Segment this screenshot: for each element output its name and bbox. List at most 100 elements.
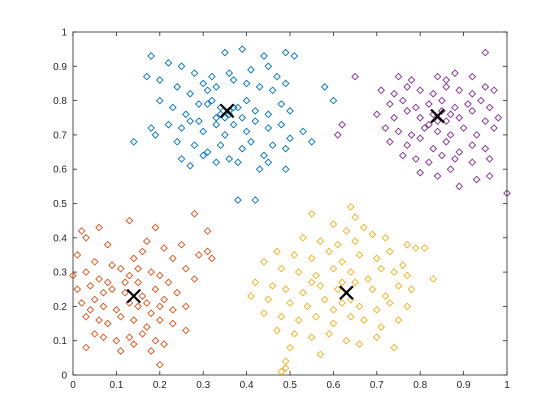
data-point (173, 83, 181, 91)
data-point (342, 336, 351, 345)
data-point (125, 271, 134, 280)
data-point (385, 247, 394, 256)
data-point (325, 247, 333, 256)
data-point (281, 285, 290, 294)
data-point (173, 137, 181, 146)
y-tick-label: 0.7 (53, 130, 67, 141)
data-point (264, 124, 273, 132)
data-point (333, 240, 342, 249)
data-point (468, 158, 477, 167)
data-point (134, 302, 142, 311)
data-point (234, 196, 242, 204)
data-point (290, 330, 299, 338)
data-point (464, 100, 472, 108)
x-tick-label: 0.6 (326, 380, 340, 391)
data-point (281, 165, 290, 174)
data-point (212, 120, 221, 129)
data-point (346, 268, 355, 276)
data-point (199, 151, 208, 160)
data-point (151, 285, 160, 294)
series-1 (69, 209, 216, 369)
data-point (294, 268, 303, 276)
y-tick-label: 0.5 (53, 199, 67, 210)
data-point (403, 302, 412, 311)
data-point (329, 319, 338, 328)
data-point (403, 107, 412, 115)
data-point (160, 295, 168, 304)
data-point (455, 182, 464, 191)
x-tick-label: 0.5 (283, 380, 297, 391)
data-point (381, 124, 390, 132)
y-tick-label: 0.1 (53, 336, 67, 347)
data-point (238, 45, 247, 53)
data-point (129, 137, 138, 146)
data-point (429, 275, 438, 283)
data-point (446, 110, 455, 119)
data-point (147, 268, 155, 276)
data-point (368, 230, 377, 239)
data-point (359, 223, 368, 232)
data-point (372, 254, 381, 263)
y-tick-label: 0.4 (53, 233, 67, 244)
data-point (307, 278, 316, 287)
data-point (155, 76, 164, 84)
data-point (129, 316, 138, 324)
data-point (134, 264, 142, 273)
data-point (281, 48, 290, 57)
data-point (247, 137, 255, 146)
data-point (82, 343, 90, 352)
data-point (290, 251, 299, 259)
data-point (294, 316, 303, 324)
data-point (277, 264, 286, 273)
data-point (481, 144, 490, 153)
data-point (403, 83, 412, 91)
data-point (377, 264, 385, 273)
x-tick-label: 0.1 (109, 380, 123, 391)
x-tick-label: 0.2 (153, 380, 167, 391)
data-point (216, 110, 225, 119)
data-point (377, 86, 385, 95)
centroid-marker-1 (126, 288, 142, 304)
data-point (451, 155, 459, 163)
data-point (442, 137, 451, 146)
data-point (264, 62, 273, 71)
data-point (468, 89, 477, 98)
data-point (147, 124, 155, 132)
data-point (277, 100, 286, 108)
data-point (468, 107, 477, 115)
data-point (264, 158, 273, 167)
data-point (242, 96, 251, 105)
data-point (307, 254, 316, 263)
data-point (390, 268, 398, 276)
data-point (203, 247, 212, 256)
data-point (168, 103, 177, 112)
x-tick-label: 0 (70, 380, 76, 391)
data-point (151, 131, 160, 139)
data-point (182, 326, 190, 335)
data-point (277, 312, 286, 321)
y-tick-label: 1 (61, 28, 67, 39)
data-point (186, 161, 195, 170)
data-point (112, 305, 121, 314)
data-point (390, 89, 398, 98)
data-point (381, 292, 390, 300)
data-point (177, 155, 186, 163)
data-point (355, 302, 364, 311)
data-point (338, 299, 346, 307)
data-point (190, 209, 199, 218)
data-point (412, 103, 420, 112)
data-point (221, 131, 229, 139)
data-point (112, 336, 121, 345)
data-point (329, 305, 338, 314)
data-point (351, 72, 359, 81)
data-point (129, 340, 138, 348)
data-point (307, 209, 316, 218)
data-point (260, 309, 268, 318)
data-point (385, 100, 394, 108)
data-point (407, 285, 416, 294)
data-point (403, 141, 412, 150)
data-point (190, 69, 199, 77)
data-point (286, 299, 294, 307)
data-point (168, 319, 177, 328)
